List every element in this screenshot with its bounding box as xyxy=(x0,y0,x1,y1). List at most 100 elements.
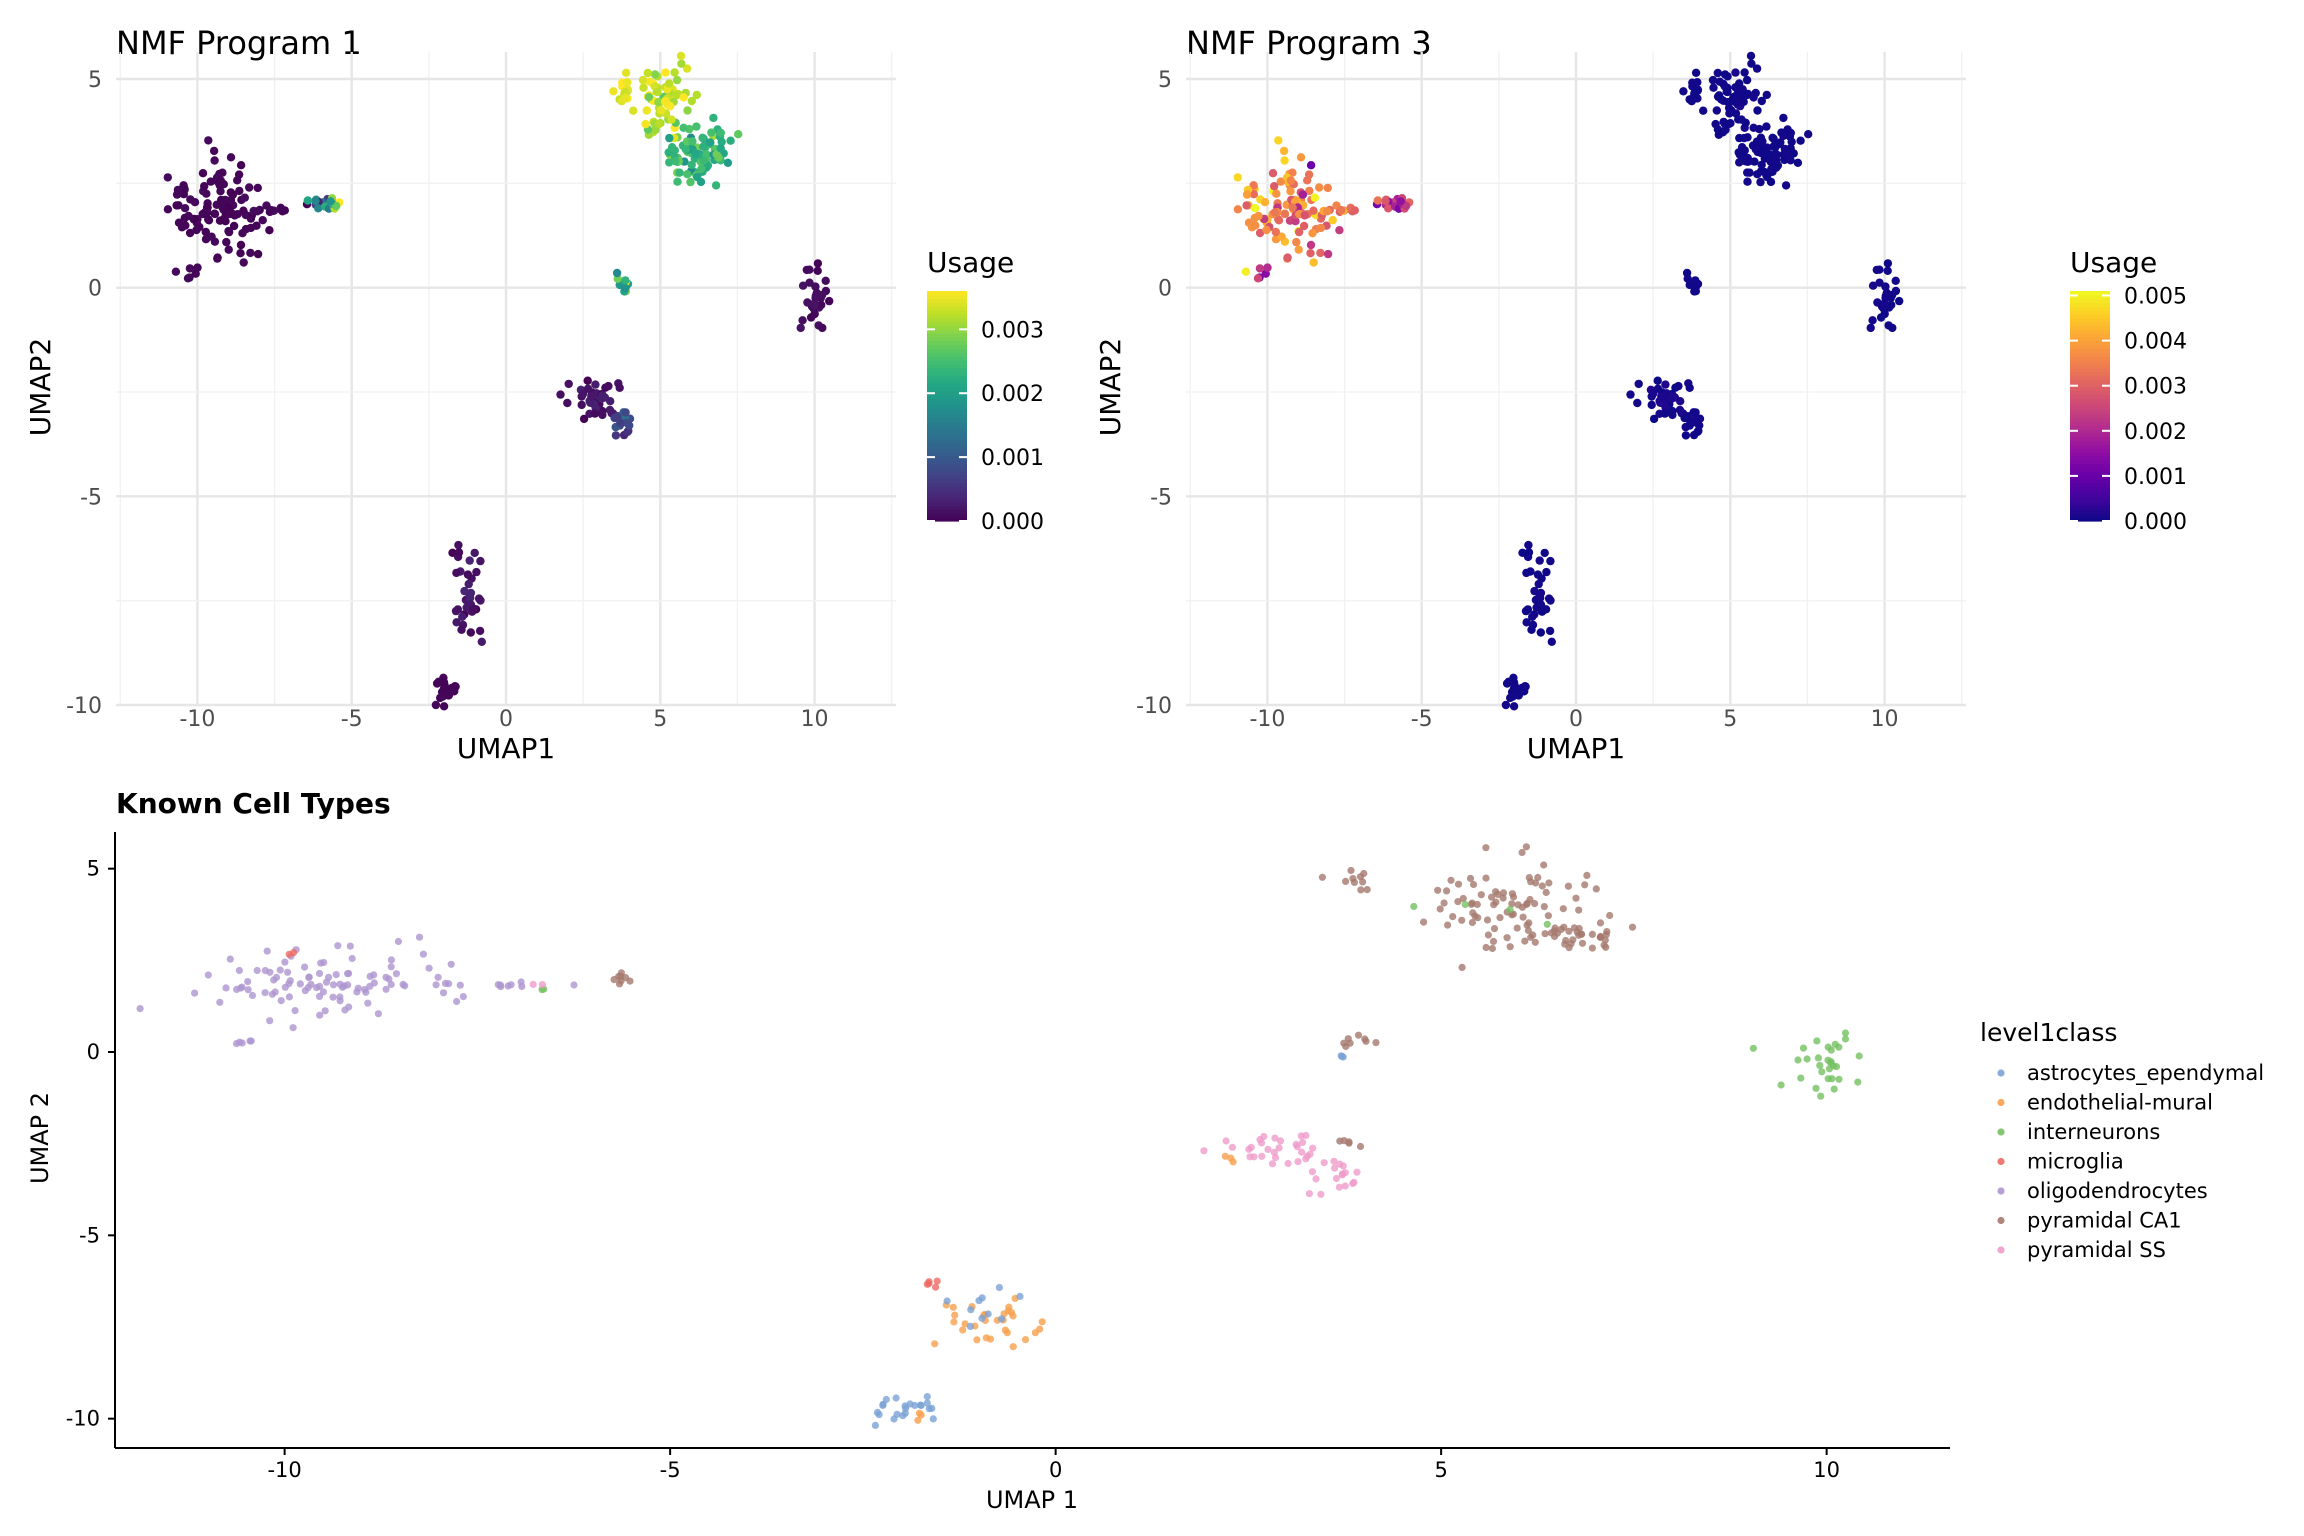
data-point xyxy=(902,1404,910,1413)
panel-3-y-ticks: -10 -5 0 5 xyxy=(66,857,115,1431)
data-point xyxy=(692,90,701,100)
data-point xyxy=(1021,1336,1030,1344)
colorbar-segment xyxy=(2070,360,2110,365)
legend-swatch xyxy=(1997,1069,2005,1077)
colorbar-tick-label: 0.002 xyxy=(981,382,1044,407)
data-point xyxy=(362,988,370,996)
colorbar-segment xyxy=(2070,291,2110,296)
data-point xyxy=(1488,893,1496,901)
data-point xyxy=(688,137,697,146)
data-point xyxy=(329,981,338,989)
colorbar-tick-label: 0.002 xyxy=(2124,420,2187,445)
data-point xyxy=(1255,264,1265,273)
colorbar-segment xyxy=(2070,475,2110,480)
data-point xyxy=(899,1412,907,1420)
data-point xyxy=(1542,567,1551,577)
data-point xyxy=(1271,1154,1280,1162)
data-point xyxy=(579,414,589,424)
data-point xyxy=(228,190,238,199)
data-point xyxy=(796,323,805,333)
data-point xyxy=(1309,258,1318,267)
data-point xyxy=(1454,880,1463,888)
data-point xyxy=(1308,1168,1316,1176)
data-point xyxy=(1668,410,1677,420)
data-point xyxy=(1373,196,1383,205)
data-point xyxy=(1758,137,1767,146)
data-point xyxy=(1693,427,1702,437)
data-point xyxy=(239,206,248,215)
data-point xyxy=(1626,390,1635,399)
data-point xyxy=(563,398,572,408)
data-point xyxy=(1350,878,1358,887)
data-point xyxy=(1263,263,1272,272)
data-point xyxy=(1264,1145,1272,1153)
data-point xyxy=(667,143,677,152)
colorbar-tick-label: 0.000 xyxy=(981,510,1044,535)
data-point xyxy=(425,964,433,972)
data-point xyxy=(712,150,721,159)
colorbar-segment xyxy=(927,478,967,484)
data-point xyxy=(587,392,596,401)
data-point xyxy=(1420,918,1428,926)
colorbar-segment xyxy=(2070,501,2110,507)
colorbar-segment xyxy=(927,471,967,476)
colorbar-segment xyxy=(927,448,967,453)
data-point xyxy=(943,1297,951,1305)
data-point xyxy=(1742,90,1751,100)
data-point xyxy=(1628,923,1637,931)
data-point xyxy=(1271,227,1281,237)
data-point xyxy=(1756,177,1765,187)
data-point xyxy=(1818,1068,1826,1076)
data-point xyxy=(1257,1139,1266,1147)
data-point xyxy=(1384,204,1393,213)
data-point xyxy=(623,427,632,437)
data-point xyxy=(625,421,634,430)
data-point xyxy=(1350,1178,1358,1186)
data-point xyxy=(1634,379,1643,389)
data-point xyxy=(556,390,565,399)
data-point xyxy=(1796,136,1805,145)
panel-3-legend: level1class astrocytes_ependymal endothel… xyxy=(1980,1018,2264,1262)
data-point xyxy=(454,540,463,550)
data-point xyxy=(590,409,600,418)
data-point xyxy=(1735,158,1744,167)
data-point xyxy=(246,248,255,258)
colorbar-segment xyxy=(2070,310,2110,315)
data-point xyxy=(1876,313,1886,322)
data-point xyxy=(621,276,630,285)
data-point xyxy=(699,156,708,165)
colorbar-segment xyxy=(927,498,967,503)
data-point xyxy=(1363,886,1371,894)
data-point xyxy=(1340,1137,1348,1145)
data-point xyxy=(1323,249,1333,259)
data-point xyxy=(224,245,233,254)
data-point xyxy=(1362,1037,1370,1045)
data-point xyxy=(1038,1318,1046,1326)
colorbar-segment xyxy=(2070,425,2110,430)
data-point xyxy=(1308,229,1317,238)
panel-3-legend-entries: astrocytes_ependymal endothelial-mural int… xyxy=(1997,1061,2264,1262)
colorbar-segment xyxy=(927,306,967,311)
data-point xyxy=(200,182,209,191)
data-point xyxy=(469,604,478,613)
colorbar-segment xyxy=(2070,436,2110,442)
colorbar-segment xyxy=(927,475,967,480)
data-point xyxy=(1544,594,1554,603)
data-point xyxy=(1440,899,1448,907)
data-point xyxy=(1275,1144,1283,1152)
data-point xyxy=(1531,900,1539,908)
data-point xyxy=(1535,556,1544,565)
colorbar-segment xyxy=(927,463,967,468)
data-point xyxy=(1447,876,1455,884)
colorbar-segment xyxy=(927,425,967,430)
data-point xyxy=(314,204,323,213)
data-point xyxy=(1302,1155,1310,1163)
data-point xyxy=(464,579,473,589)
data-point xyxy=(230,211,239,220)
data-point xyxy=(661,68,670,77)
data-point xyxy=(1245,1145,1253,1153)
colorbar-segment xyxy=(927,302,967,307)
data-point xyxy=(1542,888,1550,897)
data-point xyxy=(246,223,256,233)
colorbar-segment xyxy=(2070,340,2110,346)
